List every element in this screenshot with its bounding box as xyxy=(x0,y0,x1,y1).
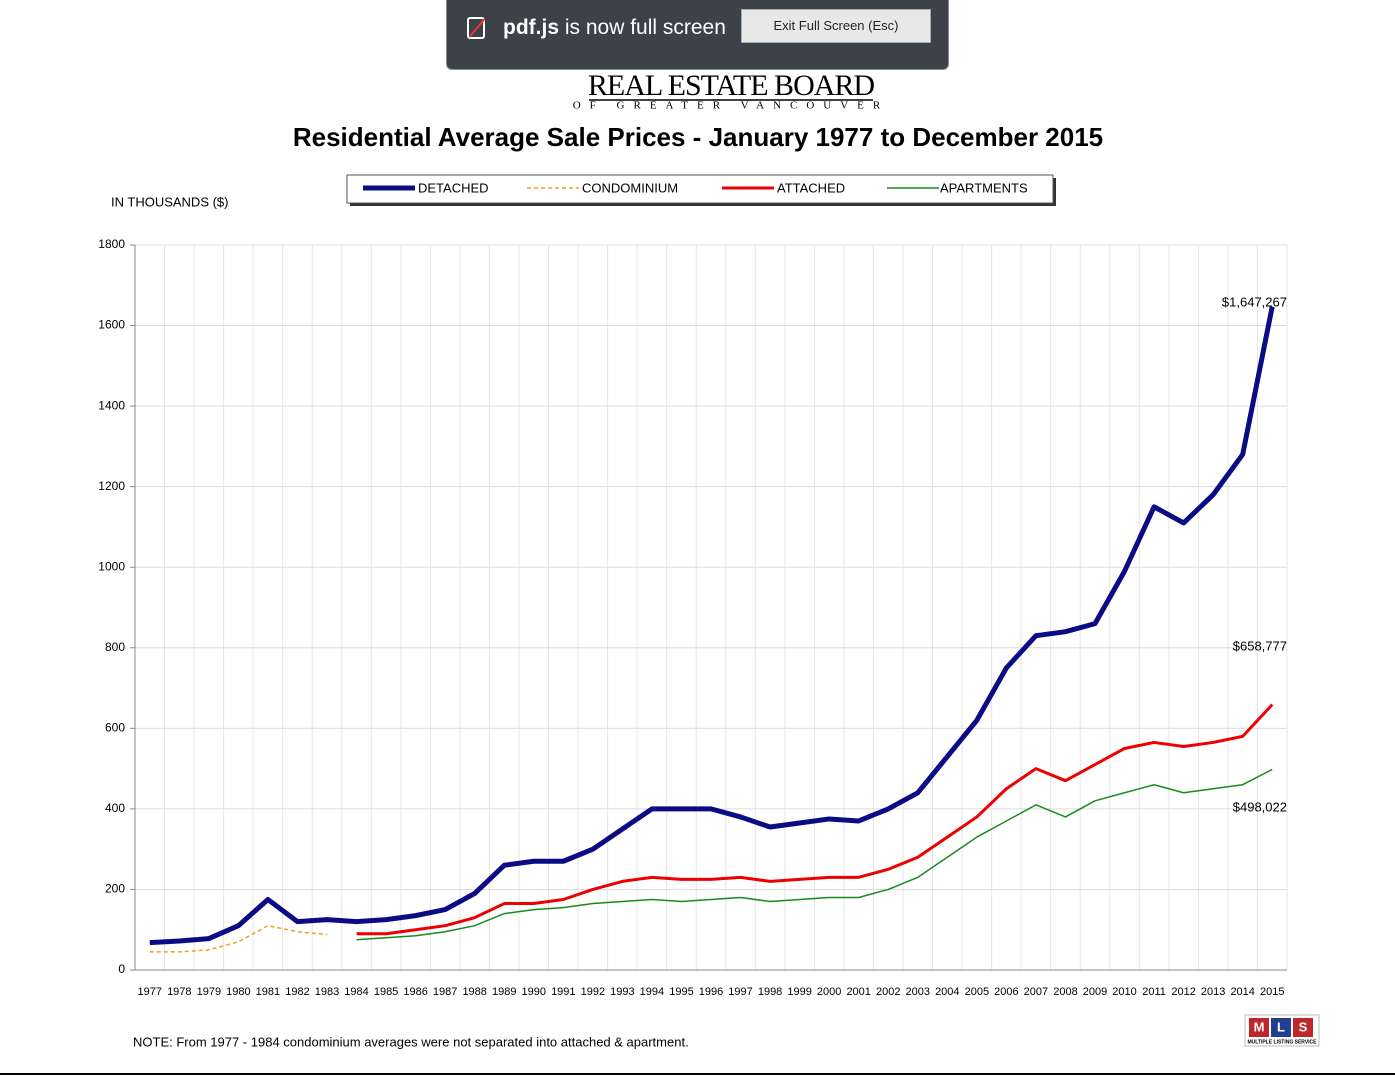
x-tick-label: 1987 xyxy=(433,986,457,998)
x-tick-label: 1998 xyxy=(758,986,782,998)
note: NOTE: From 1977 - 1984 condominium avera… xyxy=(133,1034,689,1049)
x-tick-label: 2008 xyxy=(1053,986,1077,998)
x-tick-label: 1999 xyxy=(787,986,811,998)
x-tick-label: 1995 xyxy=(669,986,693,998)
x-tick-label: 1977 xyxy=(138,986,162,998)
x-tick-label: 2002 xyxy=(876,986,900,998)
x-tick-label: 1992 xyxy=(581,986,605,998)
x-tick-label: 2000 xyxy=(817,986,841,998)
y-tick-label: 1600 xyxy=(98,318,125,332)
y-tick-label: 600 xyxy=(105,721,125,735)
x-tick-label: 1984 xyxy=(344,986,368,998)
legend-label: CONDOMINIUM xyxy=(582,180,678,195)
x-tick-label: 2007 xyxy=(1024,986,1048,998)
logo-subtitle: OF GREATER VANCOUVER xyxy=(573,100,890,112)
x-tick-label: 2004 xyxy=(935,986,959,998)
x-tick-label: 2003 xyxy=(906,986,930,998)
x-tick-label: 2012 xyxy=(1171,986,1195,998)
x-tick-label: 2009 xyxy=(1083,986,1107,998)
mls-letter: L xyxy=(1277,1019,1285,1034)
y-tick-label: 1200 xyxy=(98,479,125,493)
x-tick-label: 2001 xyxy=(846,986,870,998)
x-tick-label: 1982 xyxy=(285,986,309,998)
y-axis-label: IN THOUSANDS ($) xyxy=(111,194,229,209)
x-tick-label: 1990 xyxy=(522,986,546,998)
y-tick-label: 1800 xyxy=(98,237,125,251)
exit-fullscreen-button[interactable]: Exit Full Screen (Esc) xyxy=(741,9,931,43)
x-tick-label: 1993 xyxy=(610,986,634,998)
x-tick-label: 1980 xyxy=(226,986,250,998)
end-value-label: $1,647,267 xyxy=(1222,294,1287,309)
mls-logo xyxy=(1244,1014,1320,1047)
x-tick-label: 2015 xyxy=(1260,986,1284,998)
x-tick-label: 1994 xyxy=(640,986,664,998)
logo-name: REAL ESTATE BOARD xyxy=(588,69,874,102)
x-tick-label: 2005 xyxy=(965,986,989,998)
app-name: pdf.js xyxy=(503,16,559,39)
x-tick-label: 1989 xyxy=(492,986,516,998)
series-line xyxy=(149,306,1275,946)
y-tick-label: 1000 xyxy=(98,559,125,573)
series-line xyxy=(356,703,1274,936)
mls-letter: M xyxy=(1254,1019,1265,1034)
end-value-label: $658,777 xyxy=(1233,638,1287,653)
y-tick-label: 0 xyxy=(118,962,125,976)
legend-box xyxy=(346,174,1054,204)
lock-icon xyxy=(467,17,485,39)
banner-text: is now full screen xyxy=(564,16,726,39)
x-tick-label: 1978 xyxy=(167,986,191,998)
x-tick-label: 2011 xyxy=(1142,986,1166,998)
legend-label: ATTACHED xyxy=(777,180,845,195)
y-tick-label: 400 xyxy=(105,801,125,815)
x-tick-label: 1991 xyxy=(551,986,575,998)
end-value-label: $498,022 xyxy=(1233,799,1287,814)
series-line xyxy=(356,768,1273,941)
x-tick-label: 1996 xyxy=(699,986,723,998)
x-tick-label: 2006 xyxy=(994,986,1018,998)
fullscreen-banner: pdf.js is now full screen Exit Full Scre… xyxy=(446,0,949,70)
mls-box xyxy=(1293,1018,1313,1037)
y-tick-label: 200 xyxy=(105,882,125,896)
mls-box xyxy=(1249,1018,1269,1037)
x-tick-label: 1985 xyxy=(374,986,398,998)
x-tick-label: 2014 xyxy=(1230,986,1254,998)
series-line xyxy=(149,924,328,953)
banner-message: pdf.js is now full screen xyxy=(503,16,726,40)
x-tick-label: 2013 xyxy=(1201,986,1225,998)
x-tick-label: 1988 xyxy=(462,986,486,998)
y-tick-label: 800 xyxy=(105,640,125,654)
chart-title: Residential Average Sale Prices - Januar… xyxy=(293,122,1103,152)
mls-caption: MULTIPLE LISTING SERVICE xyxy=(1248,1039,1318,1045)
mls-box xyxy=(1271,1018,1291,1037)
legend-label: DETACHED xyxy=(418,180,489,195)
x-tick-label: 1986 xyxy=(403,986,427,998)
x-tick-label: 1983 xyxy=(315,986,339,998)
x-tick-label: 1981 xyxy=(256,986,280,998)
x-tick-label: 1979 xyxy=(197,986,221,998)
mls-letter: S xyxy=(1299,1019,1308,1034)
legend-label: APARTMENTS xyxy=(940,180,1028,195)
legend-shadow xyxy=(350,178,1056,206)
x-tick-label: 1997 xyxy=(728,986,752,998)
y-tick-label: 1400 xyxy=(98,398,125,412)
x-tick-label: 2010 xyxy=(1112,986,1136,998)
